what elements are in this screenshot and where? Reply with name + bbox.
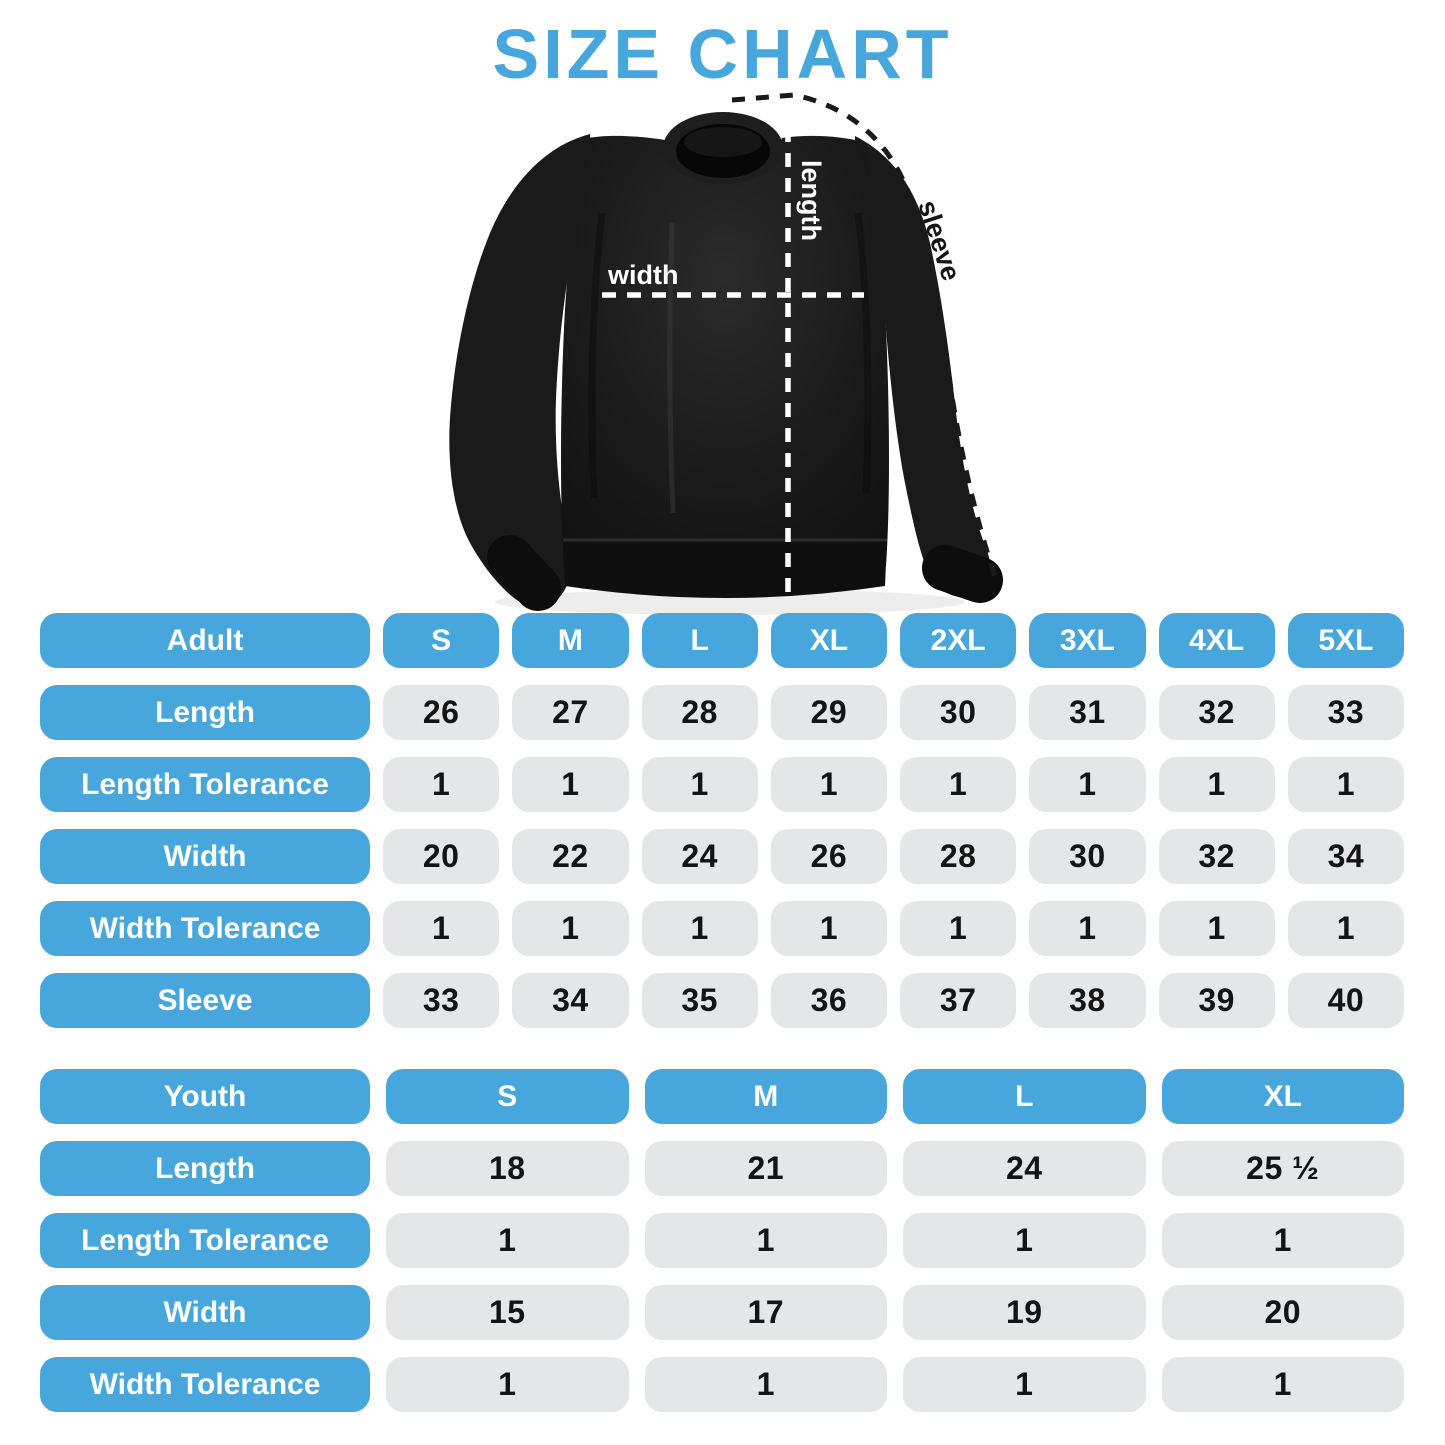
sweatshirt-illustration: width length sleeve (449, 92, 1003, 615)
size-value-cell: 30 (900, 685, 1017, 740)
size-value-cell: 18 (386, 1141, 629, 1196)
row-label-cell: Width (40, 1285, 370, 1340)
size-value-cell: 1 (1287, 901, 1404, 956)
size-value-cell: 1 (386, 1213, 629, 1268)
size-header-cell: 4XL (1158, 613, 1275, 668)
fold-shade-right (854, 212, 872, 494)
size-value-cell: 28 (641, 685, 758, 740)
size-value-cell: 32 (1158, 685, 1275, 740)
size-value-cell: 1 (900, 757, 1017, 812)
size-value-cell: 1 (1161, 1357, 1404, 1412)
sleeve-measure-line (731, 92, 999, 581)
row-label-cell: Length Tolerance (40, 757, 370, 812)
size-value-cell: 29 (770, 685, 887, 740)
row-label-cell: Sleeve (40, 973, 370, 1028)
collar-back (684, 127, 762, 157)
size-value-cell: 32 (1158, 829, 1275, 884)
size-value-cell: 1 (1029, 757, 1146, 812)
row-label-cell: Width (40, 829, 370, 884)
size-value-cell: 1 (383, 757, 500, 812)
hem-band (563, 540, 887, 598)
size-header-cell: M (644, 1069, 887, 1124)
size-value-cell: 38 (1029, 973, 1146, 1028)
table-corner-label: Adult (40, 613, 370, 668)
adult-size-table: Adult S M L XL 2XL 3XL 4XL 5XL Length 26 27 28 29 30 31… (40, 613, 1404, 1028)
size-value-cell: 37 (900, 973, 1017, 1028)
left-cuff (487, 535, 561, 611)
left-sleeve (449, 134, 592, 608)
size-value-cell: 33 (383, 973, 500, 1028)
size-header-cell: L (641, 613, 758, 668)
size-value-cell: 1 (386, 1357, 629, 1412)
size-value-cell: 33 (1287, 685, 1404, 740)
size-value-cell: 1 (383, 901, 500, 956)
fold-shade-left (588, 212, 606, 499)
size-value-cell: 40 (1287, 973, 1404, 1028)
size-value-cell: 20 (383, 829, 500, 884)
size-value-cell: 1 (770, 757, 887, 812)
size-value-cell: 1 (1158, 757, 1275, 812)
page-title: SIZE CHART (492, 15, 953, 93)
size-value-cell: 34 (512, 973, 629, 1028)
size-value-cell: 34 (1287, 829, 1404, 884)
size-value-cell: 20 (1161, 1285, 1404, 1340)
size-value-cell: 1 (1158, 901, 1275, 956)
row-label-cell: Width Tolerance (40, 1357, 370, 1412)
size-value-cell: 1 (512, 757, 629, 812)
size-value-cell: 1 (644, 1213, 887, 1268)
size-value-cell: 26 (770, 829, 887, 884)
size-value-cell: 21 (644, 1141, 887, 1196)
size-header-cell: XL (770, 613, 887, 668)
size-value-cell: 1 (1029, 901, 1146, 956)
youth-size-table: Youth S M L XL Length 18 21 24 25 ½ Length Toleran… (40, 1069, 1404, 1412)
size-value-cell: 35 (641, 973, 758, 1028)
size-value-cell: 24 (903, 1141, 1146, 1196)
size-value-cell: 27 (512, 685, 629, 740)
size-value-cell: 22 (512, 829, 629, 884)
length-label: length (796, 160, 826, 241)
size-value-cell: 28 (900, 829, 1017, 884)
size-value-cell: 24 (641, 829, 758, 884)
size-header-cell: M (512, 613, 629, 668)
size-value-cell: 39 (1158, 973, 1275, 1028)
size-value-cell: 1 (641, 757, 758, 812)
fold-highlight (667, 222, 676, 514)
size-header-cell: 3XL (1029, 613, 1146, 668)
garment-shadow (495, 589, 965, 615)
size-value-cell: 1 (1287, 757, 1404, 812)
size-header-cell: XL (1161, 1069, 1404, 1124)
size-value-cell: 1 (903, 1213, 1146, 1268)
table-corner-label: Youth (40, 1069, 370, 1124)
row-label-cell: Length (40, 685, 370, 740)
size-header-cell: 5XL (1287, 613, 1404, 668)
size-value-cell: 36 (770, 973, 887, 1028)
size-header-cell: L (903, 1069, 1146, 1124)
size-header-cell: S (383, 613, 500, 668)
right-sleeve (855, 136, 991, 598)
size-value-cell: 1 (770, 901, 887, 956)
size-value-cell: 15 (386, 1285, 629, 1340)
width-label: width (607, 260, 678, 290)
size-value-cell: 1 (641, 901, 758, 956)
size-value-cell: 1 (512, 901, 629, 956)
row-label-cell: Length (40, 1141, 370, 1196)
sweatshirt-diagram: width length sleeve (440, 88, 1020, 618)
size-value-cell: 1 (1161, 1213, 1404, 1268)
sweatshirt-body (561, 135, 889, 587)
size-value-cell: 26 (383, 685, 500, 740)
size-value-cell: 17 (644, 1285, 887, 1340)
right-cuff (922, 545, 1003, 603)
size-value-cell: 1 (644, 1357, 887, 1412)
size-value-cell: 1 (903, 1357, 1146, 1412)
size-value-cell: 19 (903, 1285, 1146, 1340)
size-header-cell: 2XL (900, 613, 1017, 668)
row-label-cell: Length Tolerance (40, 1213, 370, 1268)
size-value-cell: 30 (1029, 829, 1146, 884)
size-value-cell: 1 (900, 901, 1017, 956)
size-value-cell: 31 (1029, 685, 1146, 740)
size-value-cell: 25 ½ (1161, 1141, 1404, 1196)
size-header-cell: S (386, 1069, 629, 1124)
row-label-cell: Width Tolerance (40, 901, 370, 956)
